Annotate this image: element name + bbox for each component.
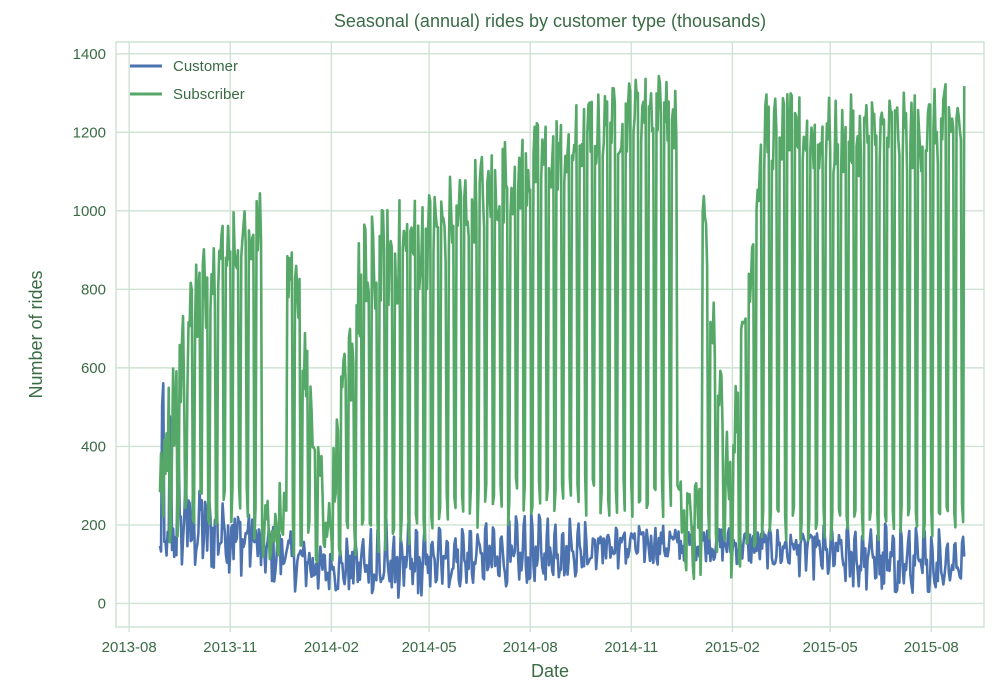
x-tick-label: 2015-08 [904,639,959,656]
y-tick-label: 200 [81,517,106,534]
x-tick-label: 2014-08 [503,639,558,656]
x-tick-label: 2013-08 [102,639,157,656]
y-tick-label: 1400 [73,46,106,63]
legend-label-customer: Customer [173,58,238,75]
x-tick-label: 2014-11 [604,639,658,656]
chart-title: Seasonal (annual) rides by customer type… [334,11,766,31]
y-tick-label: 800 [81,281,106,298]
y-tick-label: 1200 [73,124,106,141]
x-tick-label: 2014-05 [402,639,457,656]
x-tick-label: 2015-05 [803,639,858,656]
y-tick-label: 1000 [73,203,106,220]
plot-frame [115,41,985,628]
y-tick-label: 400 [81,438,106,455]
series-line-subscriber [158,74,966,581]
x-tick-label: 2015-02 [705,639,760,656]
y-tick-label: 600 [81,360,106,377]
x-axis-title: Date [531,661,569,681]
series-layer [158,74,966,599]
series-line-customer [158,381,966,599]
y-axis-title: Number of rides [26,270,46,398]
y-tick-label: 0 [98,595,106,612]
legend: Customer Subscriber [130,58,245,103]
x-tick-label: 2013-11 [203,639,257,656]
legend-label-subscriber: Subscriber [173,86,245,103]
tick-labels: 0 200 400 600 800 1000 1200 1400 2013-08 2013-11 2… [73,46,959,656]
x-tick-label: 2014-02 [304,639,359,656]
